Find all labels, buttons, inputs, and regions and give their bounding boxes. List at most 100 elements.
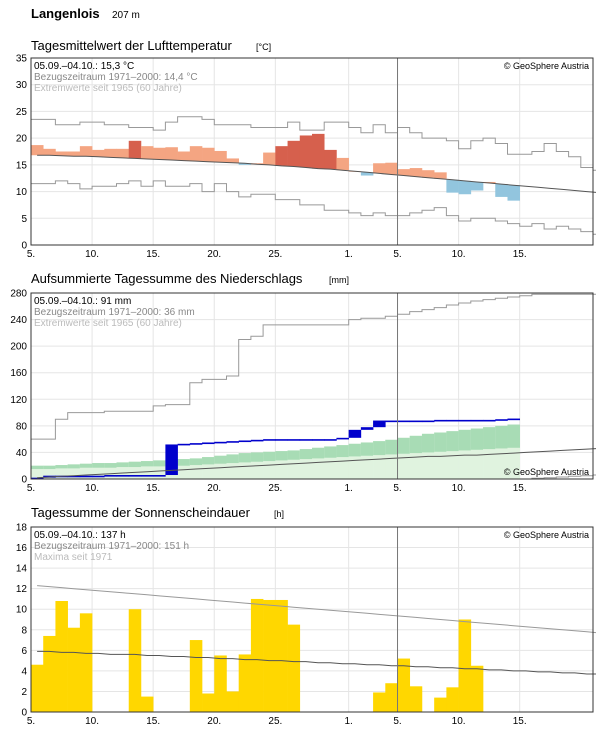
normal-line — [37, 448, 596, 479]
period-summary: 05.09.–04.10.: 15,3 °C — [34, 61, 134, 72]
x-tick-label: 25. — [268, 716, 282, 727]
extremes-note: Extremwerte seit 1965 (60 Jahre) — [34, 83, 182, 94]
precip-cumulative-bar — [79, 475, 93, 478]
precip-cumulative-bar — [165, 444, 178, 476]
sunshine-bar — [275, 599, 288, 712]
precip-cumulative-bar — [67, 475, 81, 478]
precip-band-dark — [116, 462, 130, 468]
sunshine-bar — [128, 609, 142, 712]
period-summary: 05.09.–04.10.: 91 mm — [34, 296, 131, 307]
y-tick-label: 0 — [21, 241, 27, 252]
precip-band-dark — [434, 432, 447, 452]
precip-band-dark — [373, 441, 386, 456]
precip-cumulative-bar — [128, 475, 142, 477]
sunshine-chart: 0 2 4 6 8 10 12 14 16 18 5. 10. 15. 20. 25. 1. 5. 10. 15. 0… — [16, 523, 596, 727]
y-tick-label: 160 — [10, 368, 27, 379]
sunshine-bar — [446, 687, 459, 712]
precip-cumulative-bar — [116, 475, 130, 477]
precip-cumulative-bar — [214, 441, 227, 444]
reference-summary: Bezugszeitraum 1971–2000: 14,4 °C — [34, 72, 198, 83]
precip-cumulative-bar — [470, 419, 484, 422]
extreme-min-line — [31, 180, 596, 235]
precip-band-dark — [31, 465, 44, 470]
sunshine-bar — [385, 683, 398, 712]
precip-cumulative-bar — [336, 437, 349, 440]
x-tick-label: 5. — [27, 249, 35, 260]
x-tick-label: 10. — [452, 249, 466, 260]
copyright-text: © GeoSphere Austria — [504, 530, 589, 540]
sunshine-bar — [43, 635, 56, 712]
sunshine-bar — [409, 686, 423, 712]
y-tick-label: 6 — [21, 646, 27, 657]
sunshine-bar — [263, 599, 276, 712]
warm-anomaly-bar — [373, 163, 386, 174]
x-tick-label: 5. — [27, 716, 35, 727]
x-tick-label: 5. — [393, 483, 401, 494]
y-tick-label: 15 — [16, 160, 28, 171]
precip-band-dark — [483, 427, 496, 450]
x-tick-label: 20. — [207, 483, 221, 494]
sunshine-bar — [79, 613, 93, 712]
temperature-unit: [°C] — [256, 42, 271, 52]
sunshine-bar — [250, 598, 264, 712]
y-tick-label: 14 — [16, 564, 28, 575]
sunshine-bar — [373, 692, 386, 712]
precip-band-dark — [299, 449, 313, 460]
precip-band-dark — [409, 435, 423, 454]
x-tick-label: 1. — [344, 249, 352, 260]
precip-cumulative-bar — [348, 429, 362, 438]
precip-band-dark — [458, 429, 472, 451]
precip-band-dark — [421, 433, 435, 453]
y-tick-label: 10 — [16, 605, 28, 616]
x-tick-label: 5. — [393, 249, 401, 260]
warm-anomaly-bar — [140, 146, 154, 159]
station-name: Langenlois — [31, 6, 100, 21]
precip-band-dark — [275, 451, 288, 461]
precip-band-dark — [153, 460, 166, 467]
sunshine-title: Tagessumme der Sonnenscheindauer — [31, 505, 251, 520]
cold-anomaly-bar — [470, 181, 484, 191]
y-tick-label: 4 — [21, 666, 27, 677]
precip-cumulative-bar — [92, 475, 105, 478]
warm-anomaly-bar — [324, 149, 337, 170]
temperature-panel: Tagesmittelwert der Lufttemperatur [°C] … — [16, 38, 596, 260]
plot-area — [31, 527, 593, 712]
cold-anomaly-bar — [238, 163, 252, 165]
y-tick-label: 10 — [16, 187, 28, 198]
x-tick-label: 25. — [268, 249, 282, 260]
y-tick-label: 120 — [10, 395, 27, 406]
warm-anomaly-bar — [397, 169, 411, 176]
warm-anomaly-bar — [275, 146, 288, 166]
precip-band-dark — [79, 463, 93, 468]
precip-band-dark — [55, 465, 68, 469]
normal-max-line — [37, 585, 596, 634]
copyright-text: © GeoSphere Austria — [504, 61, 589, 71]
sunshine-bar — [434, 697, 447, 712]
station-altitude: 207 m — [112, 10, 140, 21]
sunshine-unit: [h] — [274, 509, 284, 519]
warm-anomaly-bar — [385, 162, 398, 175]
sunshine-bar — [470, 665, 484, 712]
warm-anomaly-bar — [483, 181, 496, 184]
warm-anomaly-bar — [177, 151, 191, 161]
sunshine-bar — [287, 624, 301, 712]
precipitation-unit: [mm] — [329, 275, 349, 285]
x-tick-label: 20. — [207, 249, 221, 260]
precip-cumulative-bar — [397, 420, 411, 423]
y-tick-label: 18 — [16, 523, 28, 534]
warm-anomaly-bar — [434, 172, 447, 179]
precip-cumulative-bar — [275, 439, 288, 441]
x-tick-label: 10. — [85, 483, 99, 494]
x-tick-label: 1. — [344, 716, 352, 727]
precip-cumulative-bar — [507, 418, 520, 421]
warm-anomaly-bar — [43, 148, 56, 156]
precip-band-dark — [385, 439, 398, 455]
precip-band-dark — [202, 457, 215, 465]
extreme-max-line — [31, 116, 596, 171]
x-tick-label: 20. — [207, 716, 221, 727]
x-tick-label: 15. — [513, 249, 527, 260]
warm-anomaly-bar — [250, 163, 264, 165]
precipitation-title: Aufsummierte Tagessumme des Niederschlag… — [31, 271, 303, 286]
x-tick-label: 5. — [27, 483, 35, 494]
plot-frame — [30, 526, 594, 713]
